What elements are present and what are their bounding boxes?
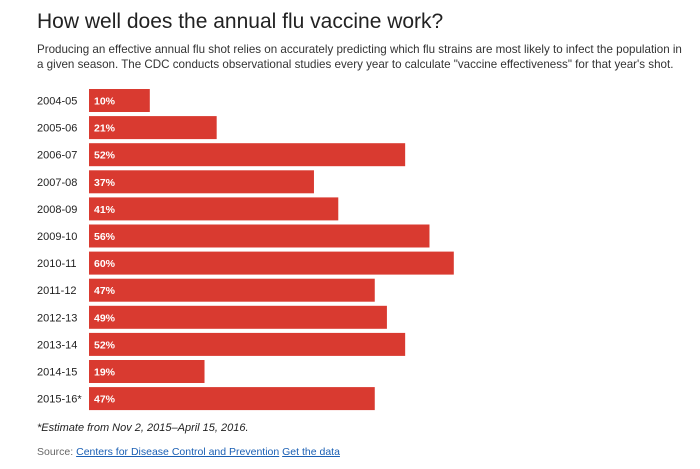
bar [89,278,375,302]
bar-row: 2009-10 56% [37,224,430,248]
category-label: 2012-13 [37,312,77,324]
bar-value-label: 41% [94,204,116,216]
bar-row: 2006-07 52% [37,143,406,167]
category-label: 2010-11 [37,258,77,270]
category-label: 2008-09 [37,204,77,216]
bar [89,305,387,329]
bar [89,332,406,356]
category-label: 2009-10 [37,231,77,243]
bar-value-label: 37% [94,177,116,189]
source-prefix: Source: [37,446,74,458]
bar [89,143,406,167]
category-label: 2015-16* [37,394,82,406]
bar-value-label: 21% [94,123,116,135]
bar-value-label: 19% [94,367,116,379]
chart-title: How well does the annual flu vaccine wor… [37,10,444,33]
bar-value-label: 52% [94,339,116,351]
category-label: 2011-12 [37,285,77,297]
chart-subtitle: Producing an effective annual flu shot r… [37,43,682,71]
bar-row: 2004-05 10% [37,89,150,112]
bar-row: 2011-12 47% [37,278,375,302]
bar [89,224,430,248]
bar-value-label: 60% [94,258,116,270]
bar-row: 2010-11 60% [37,251,454,275]
bar [89,170,314,194]
category-label: 2014-15 [37,367,77,379]
bar [89,360,205,383]
source-line: Source: Centers for Disease Control and … [37,446,340,458]
bar-value-label: 56% [94,231,116,243]
bar-row: 2015-16* 47% [37,387,375,411]
bar-row: 2012-13 49% [37,305,387,329]
category-label: 2004-05 [37,96,77,108]
bar [89,387,375,411]
bar-value-label: 49% [94,312,116,324]
category-label: 2007-08 [37,177,77,189]
bar-value-label: 47% [94,285,116,297]
bar [89,197,339,221]
bar-value-label: 10% [94,96,116,108]
bar-row: 2008-09 41% [37,197,339,221]
bar-row: 2005-06 21% [37,116,217,140]
bar [89,116,217,140]
bar [89,89,150,112]
category-label: 2013-14 [37,339,77,351]
bar-row: 2014-15 19% [37,360,205,383]
get-data-link[interactable]: Get the data [282,446,340,458]
bar-row: 2013-14 52% [37,332,406,356]
source-link[interactable]: Centers for Disease Control and Preventi… [76,446,280,458]
bar-value-label: 52% [94,150,116,162]
footnote: *Estimate from Nov 2, 2015–April 15, 201… [37,422,249,434]
bar [89,251,454,275]
category-label: 2005-06 [37,123,77,135]
bar-value-label: 47% [94,394,116,406]
bar-row: 2007-08 37% [37,170,314,194]
category-label: 2006-07 [37,150,77,162]
